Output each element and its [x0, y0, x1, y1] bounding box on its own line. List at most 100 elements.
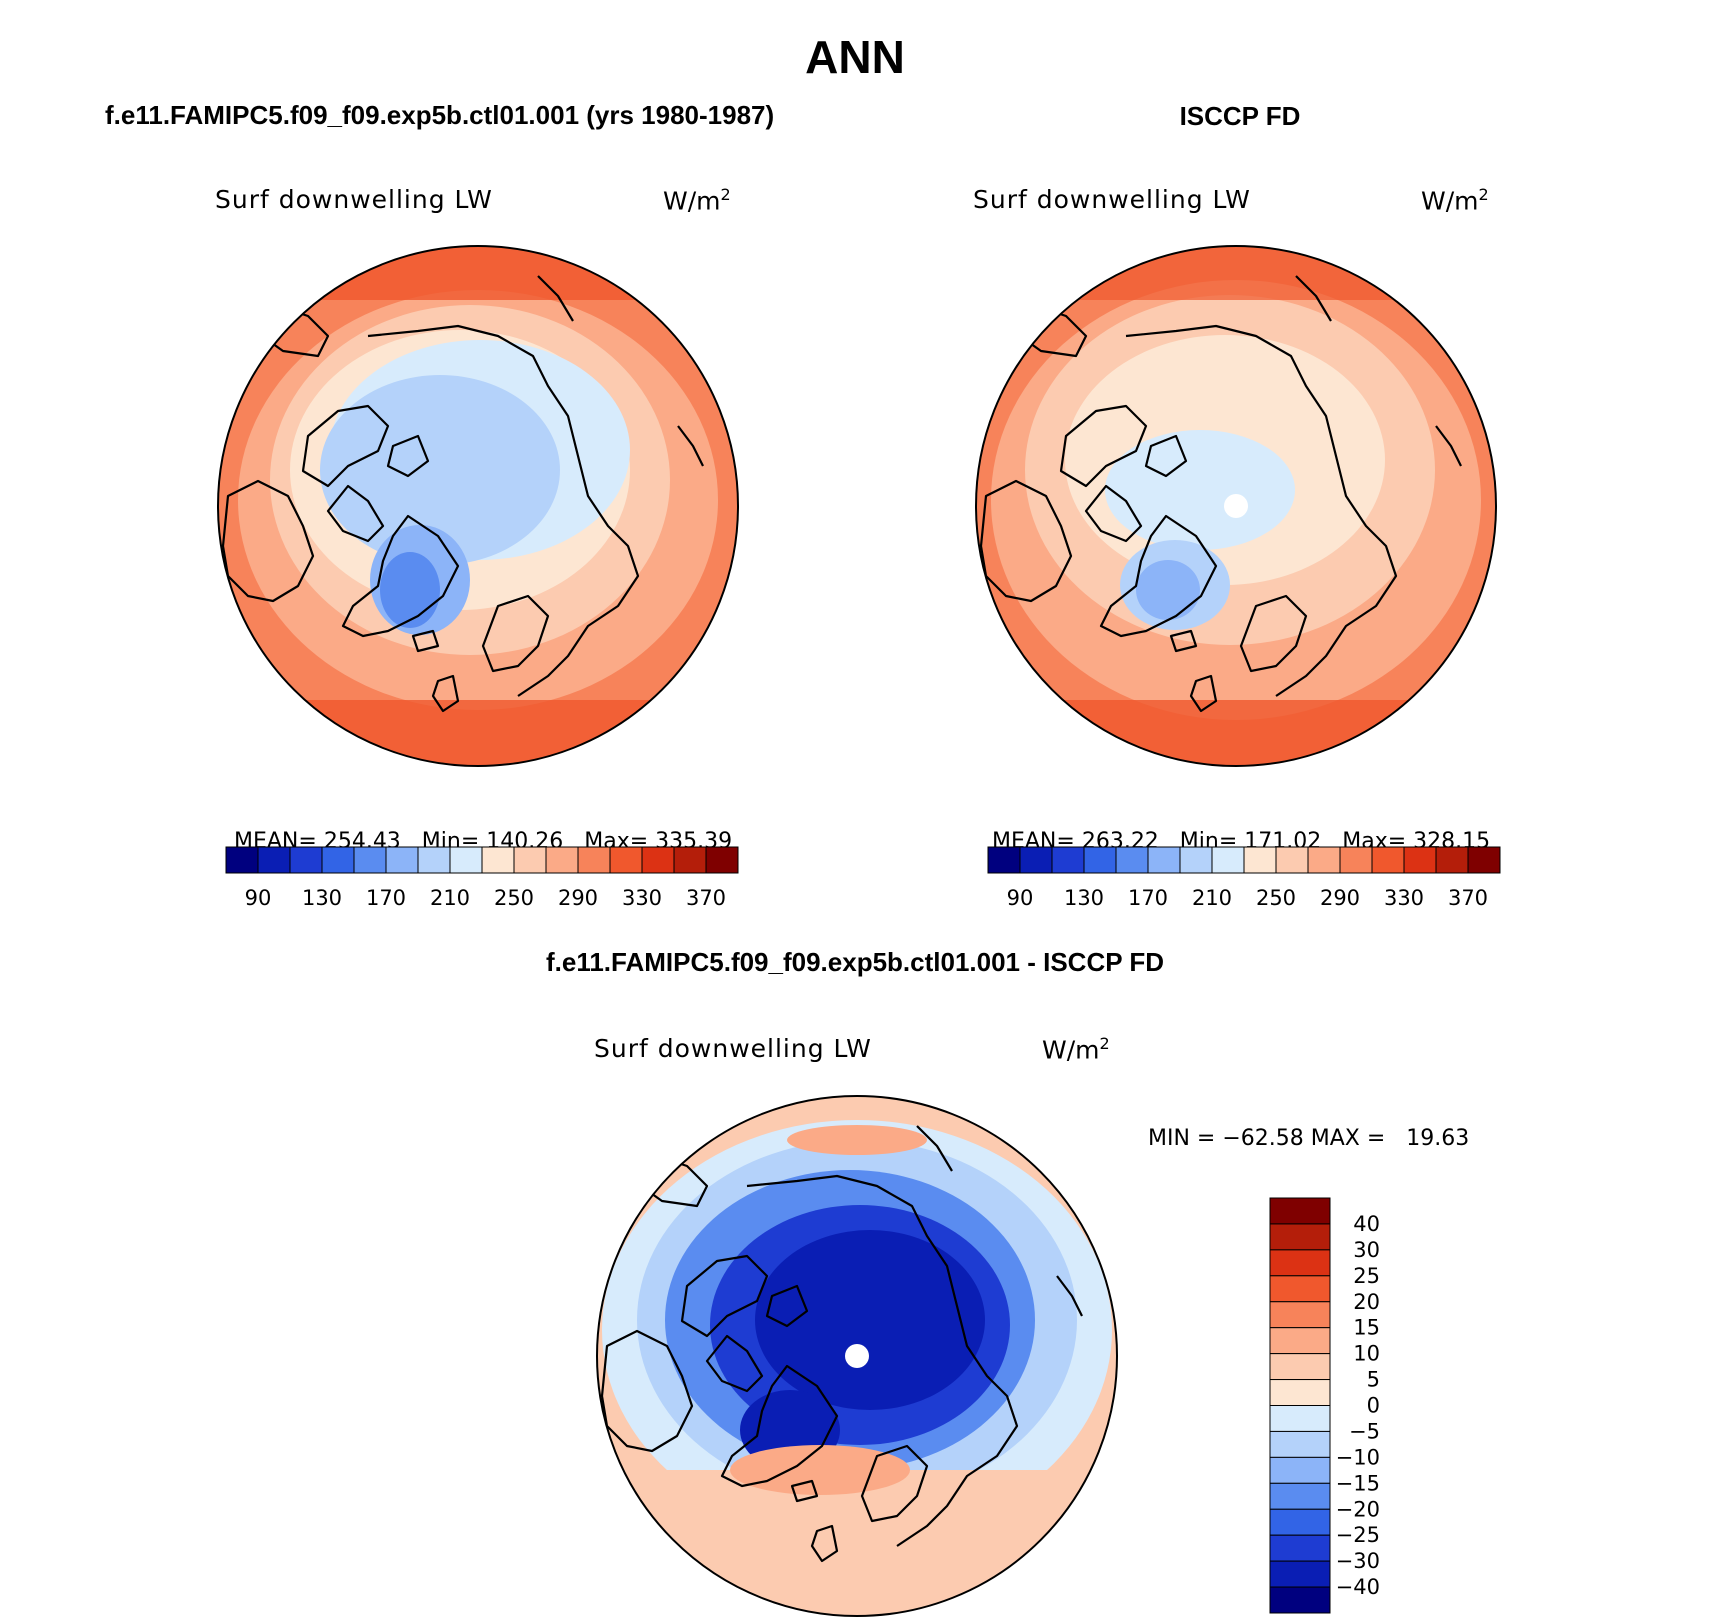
- panel-1-units: W/m2: [663, 185, 731, 215]
- colorbar-panel-2-swatch: [1211, 846, 1245, 874]
- colorbar-panel-1-swatch: [257, 846, 291, 874]
- colorbar-panel-3-swatch: [1269, 1301, 1331, 1329]
- colorbar-panel-2-swatch: [1275, 846, 1309, 874]
- colorbar-panel-2-swatch: [1115, 846, 1149, 874]
- colorbar-panel-3-tick-label: −10: [1336, 1445, 1380, 1469]
- colorbar-panel-3-swatch: [1269, 1223, 1331, 1251]
- colorbar-panel-2-swatch: [1403, 846, 1437, 874]
- colorbar-panel-3-swatch: [1269, 1353, 1331, 1381]
- colorbar-panel-3-tick-label: 40: [1353, 1212, 1380, 1236]
- colorbar-panel-3-swatch: [1269, 1534, 1331, 1562]
- colorbar-panel-1-swatch: [449, 846, 483, 874]
- colorbar-panel-2-swatch: [1179, 846, 1213, 874]
- colorbar-panel-2-swatch: [1243, 846, 1277, 874]
- colorbar-panel-2-swatch: [1435, 846, 1469, 874]
- colorbar-panel-1-tick-label: 170: [366, 886, 406, 910]
- colorbar-panel-2-tick-label: 130: [1064, 886, 1104, 910]
- colorbar-panel-1-swatch: [353, 846, 387, 874]
- colorbar-panel-2-swatch: [1371, 846, 1405, 874]
- colorbar-panel-3-tick-label: −5: [1349, 1419, 1380, 1443]
- colorbar-panel-3-swatch: [1269, 1197, 1331, 1225]
- colorbar-panel-2-swatch: [1147, 846, 1181, 874]
- map-panel-2-border: [975, 245, 1497, 767]
- panel-1-variable: Surf downwelling LW: [215, 185, 493, 214]
- colorbar-panel-1-swatch: [481, 846, 515, 874]
- colorbar-panel-3-tick-label: −40: [1336, 1575, 1380, 1599]
- colorbar-panel-3-tick-label: 20: [1353, 1290, 1380, 1314]
- colorbar-panel-2-swatch: [1339, 846, 1373, 874]
- panel-2-units-sup: 2: [1478, 185, 1489, 204]
- panel-2-units-text: W/m: [1421, 186, 1479, 216]
- colorbar-panel-1-tick-label: 130: [302, 886, 342, 910]
- colorbar-panel-3-swatch: [1269, 1379, 1331, 1406]
- colorbar-panel-3-swatch: [1269, 1508, 1331, 1536]
- map-panel-1-border: [217, 245, 739, 767]
- colorbar-panel-3-swatch: [1269, 1482, 1331, 1510]
- panel-2-variable: Surf downwelling LW: [973, 185, 1251, 214]
- colorbar-panel-1-tick-label: 250: [494, 886, 534, 910]
- colorbar-panel-1-swatch: [609, 846, 643, 874]
- colorbar-panel-3-swatch: [1269, 1560, 1331, 1588]
- colorbar-panel-1-tick-label: 90: [245, 886, 272, 910]
- colorbar-panel-1-swatch: [289, 846, 323, 874]
- colorbar-panel-1-tick-label: 370: [686, 886, 726, 910]
- panel-3-minmax: MIN = −62.58 MAX = 19.63: [1148, 1126, 1470, 1151]
- colorbar-panel-2-tick-label: 170: [1128, 886, 1168, 910]
- panel-1-units-sup: 2: [720, 185, 731, 204]
- colorbar-panel-1-swatch: [385, 846, 419, 874]
- colorbar-panel-1-swatch: [513, 846, 547, 874]
- colorbar-panel-3-tick-label: 0: [1367, 1394, 1380, 1418]
- colorbar-panel-2-tick-label: 330: [1384, 886, 1424, 910]
- colorbar-panel-2: 90 130 170 210 250 290 330 370: [987, 846, 1501, 910]
- colorbar-panel-3-swatch: [1269, 1327, 1331, 1355]
- colorbar-panel-3-swatch: [1269, 1249, 1331, 1277]
- colorbar-panel-1-tick-label: 210: [430, 886, 470, 910]
- colorbar-panel-2-tick-label: 370: [1448, 886, 1488, 910]
- colorbar-panel-3-tick-label: −30: [1336, 1549, 1380, 1573]
- map-panel-3: [597, 1096, 1117, 1616]
- colorbar-panel-2-swatch: [1467, 846, 1501, 874]
- colorbar-panel-2-tick-label: 210: [1192, 886, 1232, 910]
- panel-3-units: W/m2: [1042, 1034, 1110, 1064]
- panel-2-header: ISCCP FD: [1179, 101, 1301, 131]
- colorbar-panel-1-swatch: [417, 846, 451, 874]
- colorbar-panel-1-swatch: [321, 846, 355, 874]
- panel-1-header: f.e11.FAMIPC5.f09_f09.exp5b.ctl01.001 (y…: [105, 100, 775, 130]
- panel-3-header: f.e11.FAMIPC5.f09_f09.exp5b.ctl01.001 - …: [545, 947, 1164, 977]
- colorbar-panel-2-tick-label: 90: [1007, 886, 1034, 910]
- page-title: ANN: [805, 31, 905, 83]
- panel-1-units-text: W/m: [663, 186, 721, 216]
- panel-3-units-sup: 2: [1099, 1034, 1110, 1053]
- map-panel-3-border: [596, 1095, 1118, 1617]
- colorbar-panel-1-swatch: [641, 846, 675, 874]
- colorbar-panel-1-tick-label: 290: [558, 886, 598, 910]
- colorbar-panel-2-swatch: [1083, 846, 1117, 874]
- colorbar-panel-3-swatch: [1269, 1275, 1331, 1303]
- colorbar-panel-3-tick-label: −20: [1336, 1497, 1380, 1521]
- colorbar-panel-2-tick-label: 290: [1320, 886, 1360, 910]
- panel-2-units: W/m2: [1421, 185, 1489, 215]
- map-panel-1: [218, 246, 738, 766]
- colorbar-panel-1-swatch: [673, 846, 707, 874]
- colorbar-panel-3-swatch: [1269, 1430, 1331, 1458]
- colorbar-panel-3-tick-label: 10: [1353, 1342, 1380, 1366]
- colorbar-panel-1-swatch: [577, 846, 611, 874]
- colorbar-panel-2-swatch: [1307, 846, 1341, 874]
- colorbar-panel-3-tick-label: −15: [1336, 1471, 1380, 1495]
- colorbar-panel-3-swatch: [1269, 1586, 1331, 1614]
- map-panel-2: [976, 246, 1496, 766]
- colorbar-panel-3-swatch: [1269, 1405, 1331, 1432]
- colorbar-panel-3-tick-label: 5: [1367, 1368, 1380, 1392]
- colorbar-panel-2-swatch: [987, 846, 1021, 874]
- colorbar-panel-2-swatch: [1019, 846, 1053, 874]
- colorbar-panel-1-swatch: [225, 846, 259, 874]
- colorbar-panel-1-tick-label: 330: [622, 886, 662, 910]
- colorbar-panel-2-swatch: [1051, 846, 1085, 874]
- colorbar-panel-1-swatch: [545, 846, 579, 874]
- colorbar-panel-1-swatch: [705, 846, 739, 874]
- colorbar-panel-3-tick-label: 30: [1353, 1238, 1380, 1262]
- colorbar-panel-3-tick-label: 15: [1353, 1316, 1380, 1340]
- colorbar-panel-3-swatch: [1269, 1456, 1331, 1484]
